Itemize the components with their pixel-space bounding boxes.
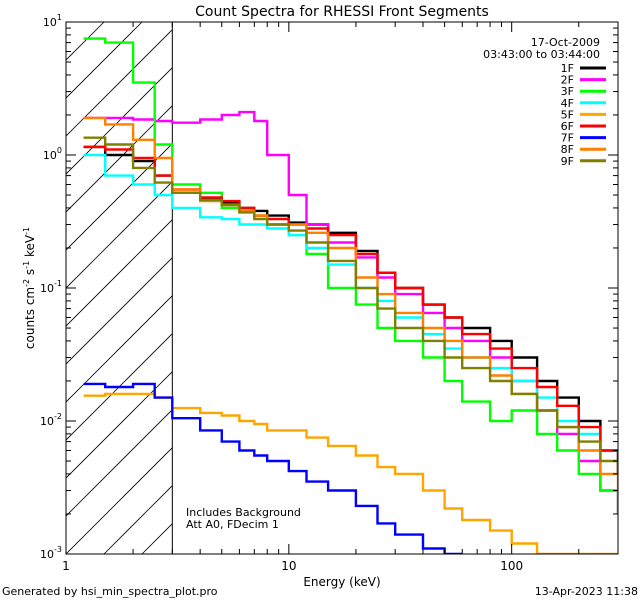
info-time-range: 03:43:00 to 03:44:00 — [483, 48, 600, 61]
background-shaded-region — [66, 22, 173, 554]
x-tick-label: 100 — [500, 559, 523, 573]
info-date: 17-Oct-2009 — [531, 36, 600, 49]
y-label-exp: -2 — [22, 279, 31, 287]
x-axis-label: Energy (keV) — [303, 575, 380, 589]
x-tick-label: 1 — [62, 559, 70, 573]
chart-title: Count Spectra for RHESSI Front Segments — [195, 4, 489, 20]
legend-label-6F: 6F — [561, 120, 574, 133]
y-label-exp: -1 — [22, 261, 31, 269]
x-axis: 1 10 100 — [62, 22, 619, 573]
legend-label-9F: 9F — [561, 155, 574, 168]
legend-label-7F: 7F — [561, 132, 574, 145]
x-tick-label: 10 — [281, 559, 296, 573]
series-line-2F — [83, 110, 618, 514]
hatch-line — [66, 29, 173, 137]
footer-generated-by: Generated by hsi_min_spectra_plot.pro — [2, 585, 218, 598]
hatch-line — [66, 219, 173, 327]
footer-timestamp: 13-Apr-2023 11:38 — [534, 585, 638, 598]
series-line-7F — [83, 382, 463, 554]
series-line-3F — [83, 37, 618, 514]
y-tick-label: 10-1 — [40, 279, 62, 295]
annotation-background: Includes Background — [186, 506, 301, 519]
y-tick-label: 100 — [43, 146, 62, 162]
legend-label-3F: 3F — [561, 85, 574, 98]
series-line-9F — [83, 136, 618, 474]
y-axis-label: counts cm-2 s-1 keV-1 — [22, 227, 37, 349]
series-lines — [83, 37, 618, 554]
legend-label-2F: 2F — [561, 74, 574, 87]
hatch-line — [66, 409, 173, 517]
y-label-part: keV — [23, 234, 37, 261]
y-label-exp: -1 — [22, 227, 31, 235]
y-label-part: counts cm — [23, 287, 37, 349]
hatch-line — [66, 447, 173, 554]
annotations: Includes Background Att A0, FDecim 1 — [186, 506, 301, 531]
y-tick-label: 10-3 — [40, 545, 62, 561]
hatch-line — [66, 257, 173, 365]
hatch-line — [66, 67, 173, 175]
hatch-line — [66, 371, 173, 479]
y-label-part: s — [23, 269, 37, 279]
legend-label-4F: 4F — [561, 97, 574, 110]
hatch-line — [66, 105, 173, 213]
time-range-info: 17-Oct-2009 03:43:00 to 03:44:00 — [483, 36, 600, 61]
y-axis: 10-3 10-2 10-1 100 101 — [40, 13, 618, 561]
legend-label-5F: 5F — [561, 108, 574, 121]
legend-label-8F: 8F — [561, 143, 574, 156]
annotation-attenuator: Att A0, FDecim 1 — [186, 518, 279, 531]
series-line-5F — [83, 392, 618, 554]
y-tick-label: 10-2 — [40, 412, 62, 428]
y-tick-label: 101 — [43, 13, 62, 29]
legend-label-1F: 1F — [561, 62, 574, 75]
